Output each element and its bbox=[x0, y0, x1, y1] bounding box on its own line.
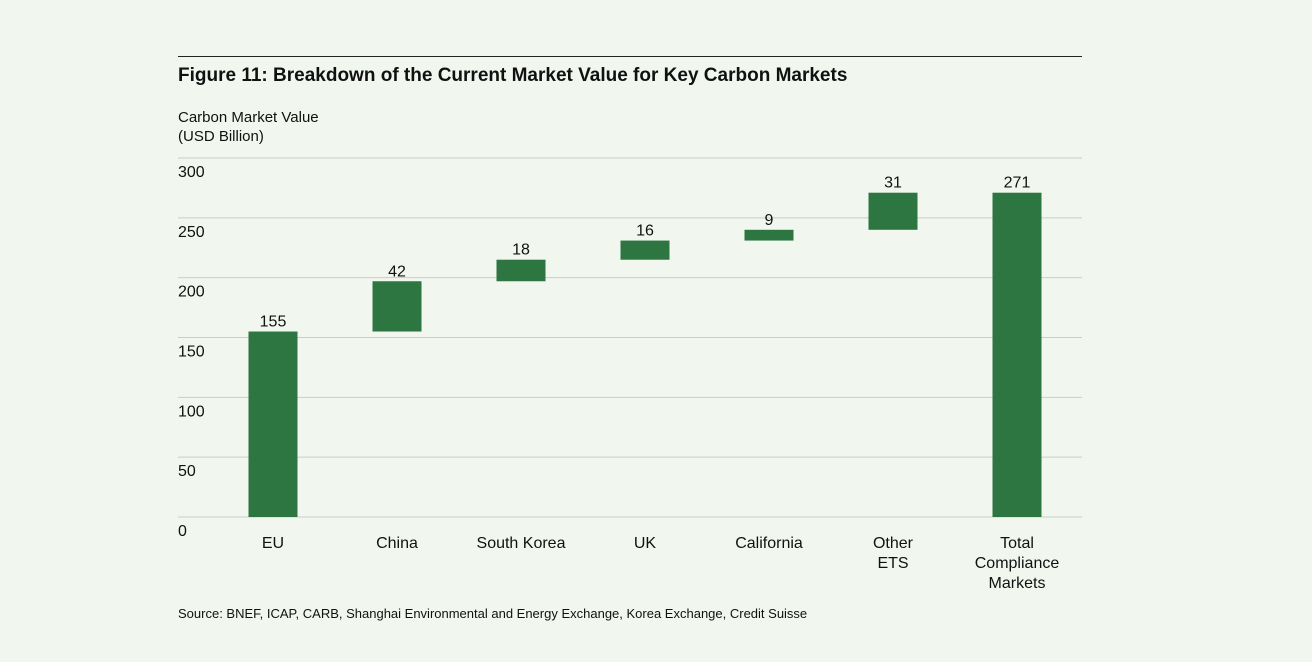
bar-1 bbox=[372, 281, 422, 332]
bar-3 bbox=[620, 240, 670, 260]
value-label-2: 18 bbox=[512, 242, 530, 259]
value-label-3: 16 bbox=[636, 223, 654, 240]
y-tick-label-300: 300 bbox=[178, 164, 205, 181]
x-tick-label-1: China bbox=[376, 535, 418, 552]
y-axis-label-line1: Carbon Market Value bbox=[178, 109, 319, 126]
chart-title: Figure 11: Breakdown of the Current Mark… bbox=[178, 65, 848, 86]
value-label-0: 155 bbox=[260, 314, 287, 331]
x-tick-label-0: EU bbox=[262, 535, 284, 552]
x-tick-labels: EU China South Korea UK California Other ETS To… bbox=[262, 535, 1059, 592]
y-tick-label-250: 250 bbox=[178, 224, 205, 241]
source-note: Source: BNEF, ICAP, CARB, Shanghai Envir… bbox=[178, 606, 808, 621]
bar-4 bbox=[744, 229, 794, 241]
x-tick-label-5: Other ETS bbox=[873, 535, 914, 572]
gridlines bbox=[178, 157, 1082, 518]
x-tick-label-3: UK bbox=[634, 535, 657, 552]
bars bbox=[248, 192, 1042, 517]
y-axis-label-line2: (USD Billion) bbox=[178, 128, 264, 145]
y-tick-label-100: 100 bbox=[178, 403, 205, 420]
x-tick-label-6: Total Compliance Markets bbox=[975, 535, 1060, 592]
x-tick-label-2: South Korea bbox=[477, 535, 566, 552]
value-label-6: 271 bbox=[1004, 175, 1031, 192]
value-label-4: 9 bbox=[765, 212, 774, 229]
bar-2 bbox=[496, 259, 546, 282]
top-rule bbox=[178, 56, 1082, 57]
y-tick-labels: 0 50 100 150 200 250 300 bbox=[178, 164, 205, 540]
bar-6 bbox=[992, 192, 1042, 517]
y-tick-label-0: 0 bbox=[178, 523, 187, 540]
bar-0 bbox=[248, 331, 298, 517]
value-label-5: 31 bbox=[884, 175, 902, 192]
value-labels: 155 42 18 16 9 31 271 bbox=[260, 175, 1031, 331]
value-label-1: 42 bbox=[388, 263, 406, 280]
y-tick-label-150: 150 bbox=[178, 344, 205, 361]
y-tick-label-50: 50 bbox=[178, 463, 196, 480]
y-axis-label: Carbon Market Value (USD Billion) bbox=[178, 108, 319, 146]
y-tick-label-200: 200 bbox=[178, 284, 205, 301]
x-tick-label-4: California bbox=[735, 535, 803, 552]
bar-5 bbox=[868, 192, 918, 230]
